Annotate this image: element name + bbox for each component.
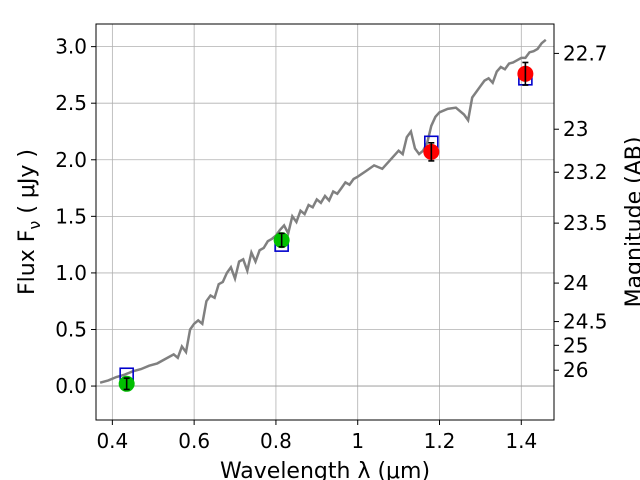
y-axis-ticks: 0.0 0.5 1.0 1.5 2.0 2.5 3.0 xyxy=(55,35,96,398)
x-axis-label: Wavelength λ (μm) xyxy=(220,459,430,480)
y-tick-label: 2.5 xyxy=(55,91,87,115)
y-tick-label: 3.0 xyxy=(55,35,87,59)
right-tick-label: 24.5 xyxy=(563,310,608,334)
right-tick-label: 24 xyxy=(563,271,588,295)
y-tick-label: 0.5 xyxy=(55,317,87,341)
right-tick-label: 23 xyxy=(563,117,588,141)
y-axis-label-left: Flux Fν ( μJy ) xyxy=(15,149,44,295)
y-tick-label: 1.5 xyxy=(55,204,87,228)
x-tick-label: 0.6 xyxy=(178,429,210,453)
x-tick-label: 1.4 xyxy=(505,429,537,453)
x-tick-label: 0.8 xyxy=(260,429,292,453)
grid xyxy=(96,24,554,420)
right-tick-label: 22.7 xyxy=(563,41,608,65)
y-tick-label: 2.0 xyxy=(55,148,87,172)
observed-photometry-markers xyxy=(118,65,534,392)
model-spectrum-line xyxy=(99,38,547,384)
right-tick-label: 23.5 xyxy=(563,211,608,235)
x-axis-ticks: 0.4 0.6 0.8 1 1.2 1.4 xyxy=(96,420,537,453)
y-tick-label: 0.0 xyxy=(55,374,87,398)
x-tick-label: 1 xyxy=(351,429,364,453)
y-tick-label: 1.0 xyxy=(55,261,87,285)
error-bars xyxy=(123,61,529,391)
x-tick-label: 0.4 xyxy=(96,429,128,453)
right-tick-label: 23.2 xyxy=(563,160,608,184)
right-tick-label: 26 xyxy=(563,358,588,382)
model-photometry-markers xyxy=(119,71,533,383)
right-tick-label: 25 xyxy=(563,333,588,357)
x-tick-label: 1.2 xyxy=(424,429,456,453)
plot-frame xyxy=(95,23,555,421)
y-axis-label-right: Magnitude (AB) xyxy=(622,137,640,308)
